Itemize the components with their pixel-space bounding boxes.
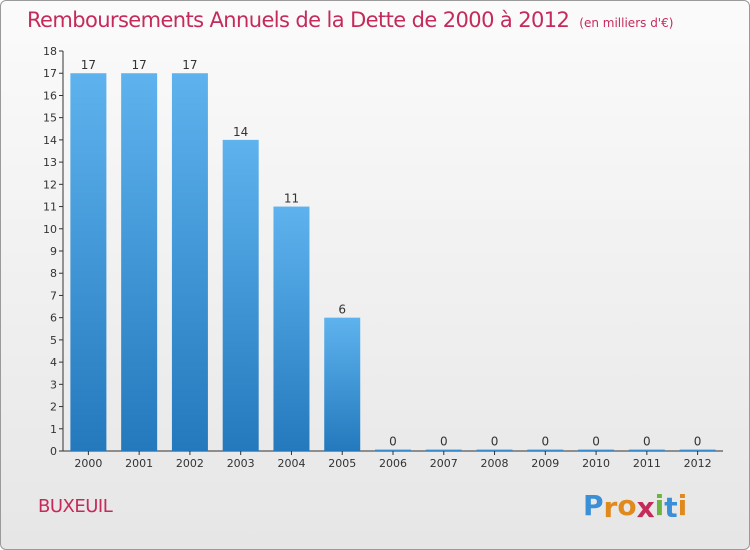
bars bbox=[70, 73, 716, 451]
logo-letter: i bbox=[677, 489, 688, 522]
y-tick-label: 3 bbox=[50, 378, 57, 391]
y-tick-label: 2 bbox=[50, 401, 57, 414]
value-label: 17 bbox=[182, 58, 197, 72]
y-tick-label: 10 bbox=[43, 223, 57, 236]
x-tick-label: 2006 bbox=[379, 457, 407, 470]
bar bbox=[476, 449, 513, 451]
y-tick-label: 11 bbox=[43, 201, 57, 214]
logo-letter: o bbox=[617, 489, 637, 522]
y-tick-label: 0 bbox=[50, 445, 57, 458]
y-tick-label: 8 bbox=[50, 267, 57, 280]
y-tick-label: 14 bbox=[43, 134, 57, 147]
value-label: 0 bbox=[643, 435, 651, 449]
chart-title-text: Remboursements Annuels de la Dette de 20… bbox=[27, 8, 570, 32]
y-tick-label: 4 bbox=[50, 356, 57, 369]
y-tick-label: 9 bbox=[50, 245, 57, 258]
x-tick-label: 2012 bbox=[684, 457, 712, 470]
bar bbox=[527, 449, 564, 451]
value-label: 14 bbox=[233, 125, 248, 139]
value-label: 17 bbox=[81, 58, 96, 72]
logo-letter: x bbox=[636, 491, 655, 524]
y-tick-label: 17 bbox=[43, 67, 57, 80]
x-tick-label: 2009 bbox=[531, 457, 559, 470]
value-label: 0 bbox=[541, 435, 549, 449]
x-tick-label: 2005 bbox=[328, 457, 356, 470]
logo-letter: P bbox=[583, 489, 604, 522]
y-tick-label: 16 bbox=[43, 89, 57, 102]
value-labels: 17 17 17 14 11 6 0 0 0 0 0 0 0 bbox=[81, 58, 702, 448]
value-label: 11 bbox=[284, 192, 299, 206]
bar bbox=[628, 449, 665, 451]
logo-letter: i bbox=[654, 489, 665, 522]
value-label: 17 bbox=[132, 58, 147, 72]
bar bbox=[171, 73, 208, 451]
x-tick-label: 2003 bbox=[227, 457, 255, 470]
bar bbox=[121, 73, 158, 451]
x-tick-label: 2008 bbox=[481, 457, 509, 470]
bar bbox=[273, 206, 310, 451]
value-label: 6 bbox=[338, 303, 346, 317]
bar bbox=[222, 139, 259, 451]
y-tick-label: 15 bbox=[43, 112, 57, 125]
chart-title: Remboursements Annuels de la Dette de 20… bbox=[27, 8, 673, 32]
x-tick-label: 2010 bbox=[582, 457, 610, 470]
y-tick-label: 12 bbox=[43, 178, 57, 191]
logo-letter: t bbox=[664, 491, 678, 524]
value-label: 0 bbox=[694, 435, 702, 449]
bar bbox=[70, 73, 107, 451]
proxiti-logo: Proxiti bbox=[583, 489, 688, 524]
y-tick-label: 18 bbox=[43, 45, 57, 58]
bar bbox=[679, 449, 716, 451]
town-name: BUXEUIL bbox=[38, 496, 113, 517]
bar bbox=[324, 317, 361, 451]
value-label: 0 bbox=[592, 435, 600, 449]
x-tick-label: 2011 bbox=[633, 457, 661, 470]
x-tick-label: 2001 bbox=[125, 457, 153, 470]
y-tick-label: 1 bbox=[50, 423, 57, 436]
x-tick-label: 2002 bbox=[176, 457, 204, 470]
bar bbox=[375, 449, 411, 451]
bar bbox=[578, 449, 615, 451]
y-tick-label: 6 bbox=[50, 312, 57, 325]
value-label: 0 bbox=[491, 435, 499, 449]
y-tick-label: 5 bbox=[50, 334, 57, 347]
logo-letter: r bbox=[603, 491, 618, 524]
x-tick-label: 2007 bbox=[430, 457, 458, 470]
x-tick-label: 2000 bbox=[74, 457, 102, 470]
value-label: 0 bbox=[389, 435, 397, 449]
bar bbox=[425, 449, 462, 451]
chart-unit: (en milliers d'€) bbox=[579, 16, 674, 30]
y-tick-label: 13 bbox=[43, 156, 57, 169]
value-label: 0 bbox=[440, 435, 448, 449]
x-tick-label: 2004 bbox=[277, 457, 305, 470]
y-tick-label: 7 bbox=[50, 289, 57, 302]
